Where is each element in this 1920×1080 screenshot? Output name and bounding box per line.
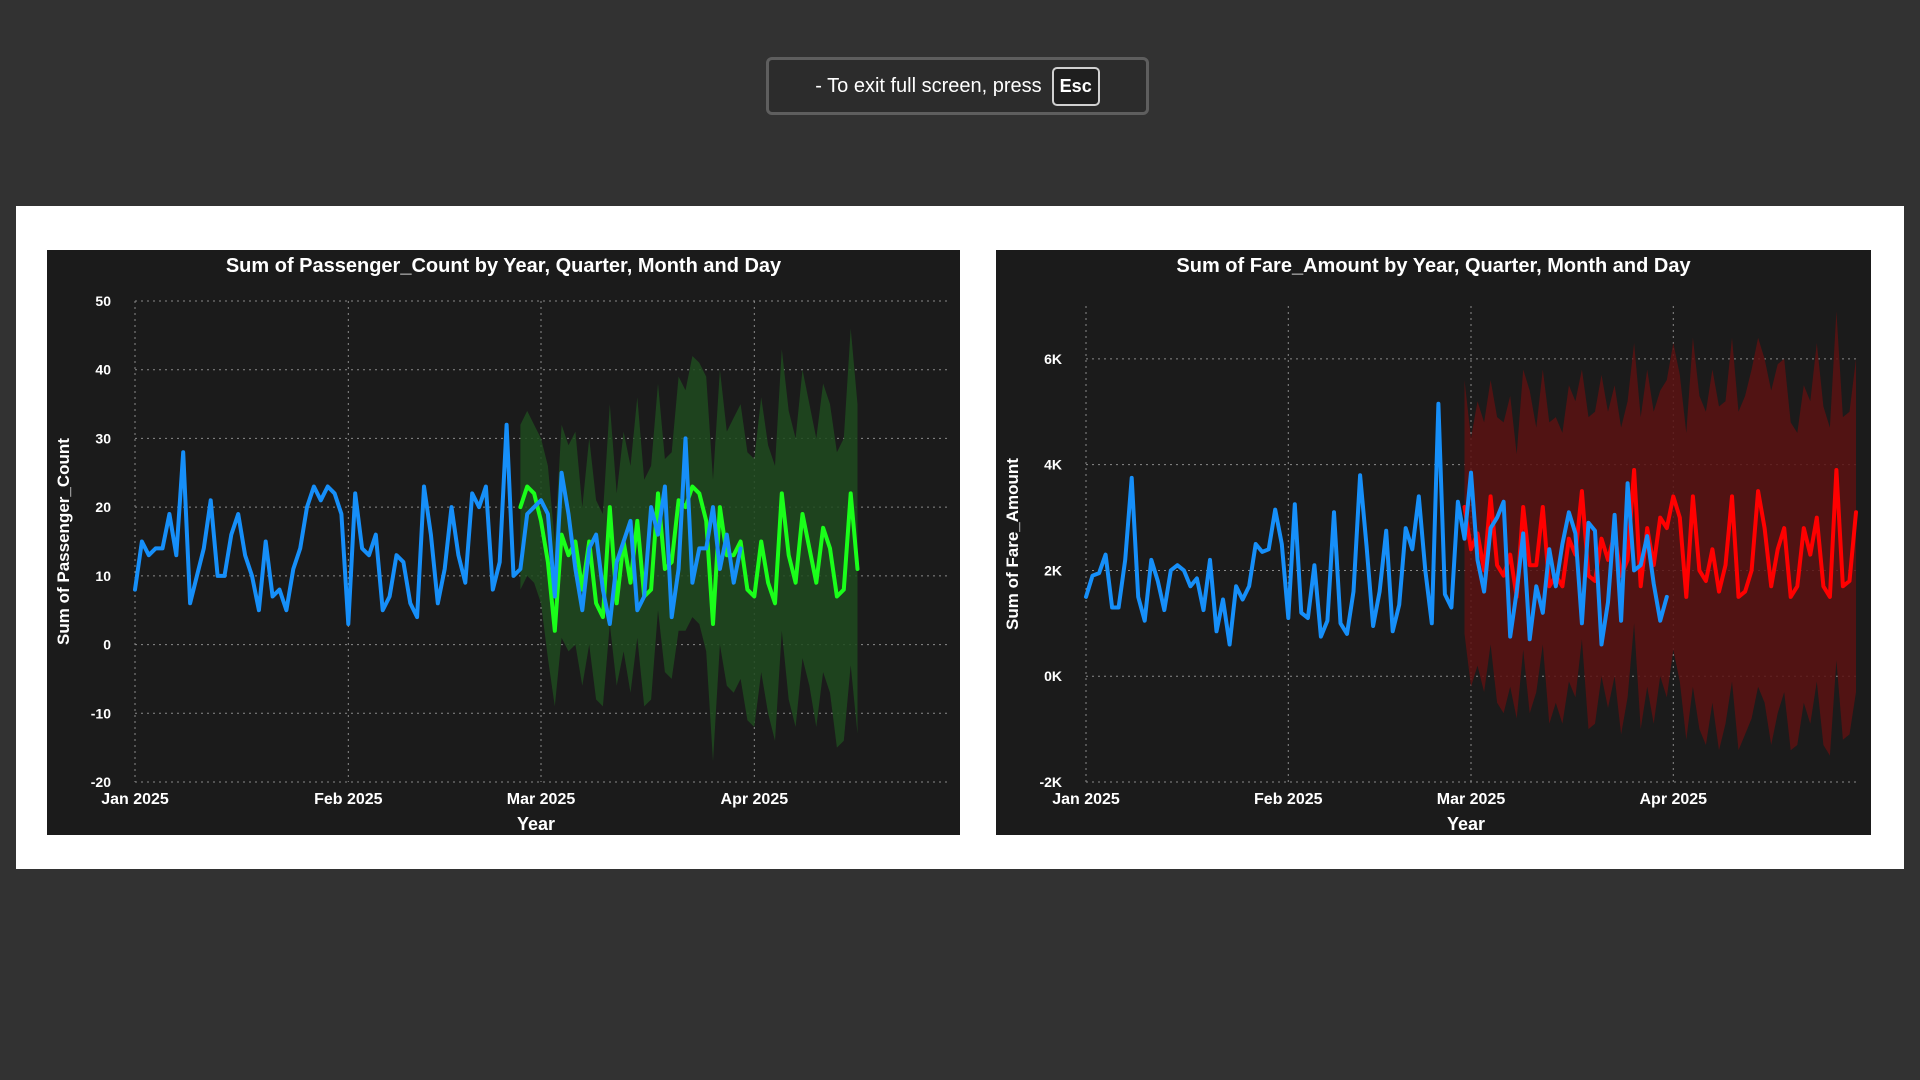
x-tick-label: Apr 2025 <box>721 791 789 808</box>
y-tick-label: 0 <box>103 637 111 653</box>
y-tick-label: -10 <box>91 705 111 721</box>
x-tick-label: Feb 2025 <box>1254 791 1323 808</box>
toast-message: - To exit full screen, press <box>815 74 1042 97</box>
forecast-series-line <box>1462 468 1858 599</box>
x-tick-label: Apr 2025 <box>1639 791 1707 808</box>
esc-key-hint[interactable]: Esc <box>1051 66 1100 106</box>
y-tick-label: -20 <box>91 774 111 790</box>
passenger-count-chart[interactable]: Sum of Passenger_Count by Year, Quarter,… <box>47 250 960 835</box>
x-tick-label: Jan 2025 <box>1052 791 1120 808</box>
y-tick-label: -2K <box>1039 774 1062 790</box>
y-tick-label: 2K <box>1044 562 1062 578</box>
y-tick-label: 10 <box>95 568 111 584</box>
passenger-count-chart-svg: Sum of Passenger_Count by Year, Quarter,… <box>54 255 947 834</box>
y-tick-label: 4K <box>1044 457 1062 473</box>
y-tick-label: 0K <box>1044 668 1062 684</box>
actual-series-line <box>133 422 743 626</box>
x-axis-title: Year <box>517 814 555 834</box>
x-tick-label: Mar 2025 <box>507 791 576 808</box>
y-tick-label: 40 <box>95 362 111 378</box>
fare-amount-chart[interactable]: Sum of Fare_Amount by Year, Quarter, Mon… <box>996 250 1871 835</box>
x-tick-label: Mar 2025 <box>1437 791 1506 808</box>
x-axis-title: Year <box>1447 814 1485 834</box>
forecast-confidence-band <box>1464 311 1856 756</box>
chart-title: Sum of Fare_Amount by Year, Quarter, Mon… <box>1176 255 1691 277</box>
y-tick-label: 50 <box>95 293 111 309</box>
x-tick-label: Feb 2025 <box>314 791 383 808</box>
fullscreen-exit-toast: - To exit full screen, press Esc <box>766 57 1149 115</box>
y-axis-title: Sum of Passenger_Count <box>54 438 73 645</box>
chart-title: Sum of Passenger_Count by Year, Quarter,… <box>226 255 782 277</box>
y-tick-label: 20 <box>95 499 111 515</box>
y-tick-label: 6K <box>1044 351 1062 367</box>
report-canvas: Sum of Passenger_Count by Year, Quarter,… <box>16 206 1904 869</box>
x-tick-label: Jan 2025 <box>101 791 169 808</box>
fare-amount-chart-svg: Sum of Fare_Amount by Year, Quarter, Mon… <box>1003 255 1858 834</box>
y-axis-title: Sum of Fare_Amount <box>1003 458 1022 630</box>
actual-series-line <box>1084 401 1669 647</box>
y-tick-label: 30 <box>95 430 111 446</box>
